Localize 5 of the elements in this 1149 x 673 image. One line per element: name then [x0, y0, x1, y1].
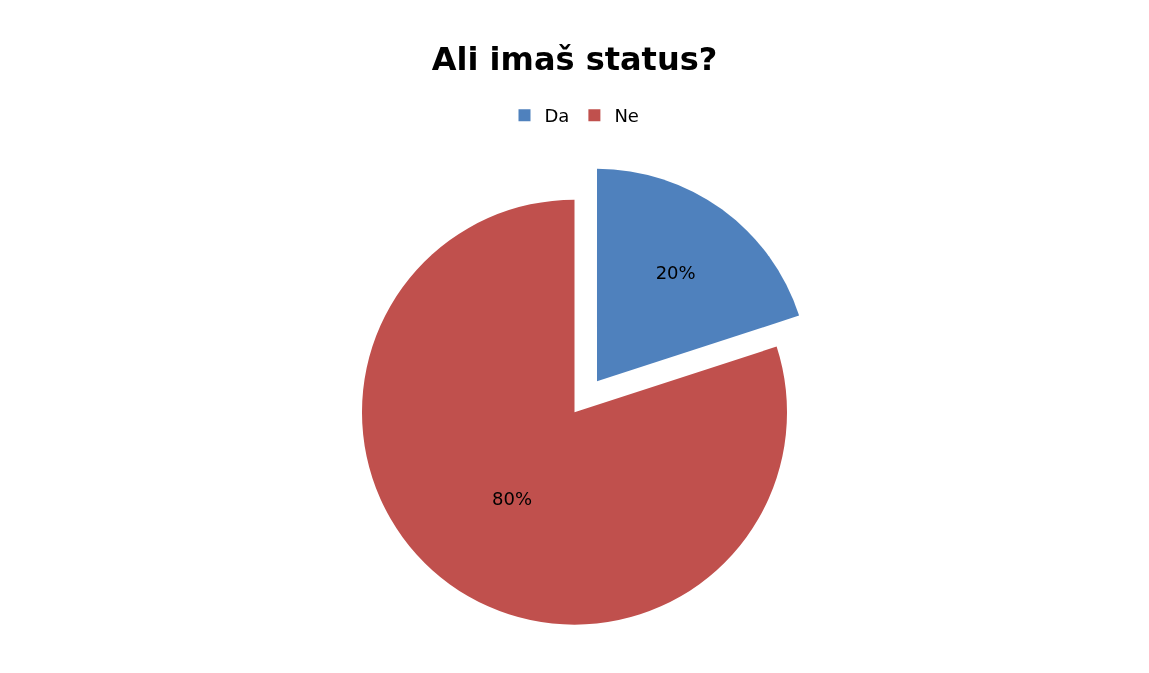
legend-label: Da [544, 105, 570, 127]
data-label: 20% [655, 262, 696, 284]
legend-label: Ne [614, 105, 639, 127]
data-label: 80% [492, 487, 533, 509]
chart-title: Ali imaš status? [431, 39, 718, 78]
